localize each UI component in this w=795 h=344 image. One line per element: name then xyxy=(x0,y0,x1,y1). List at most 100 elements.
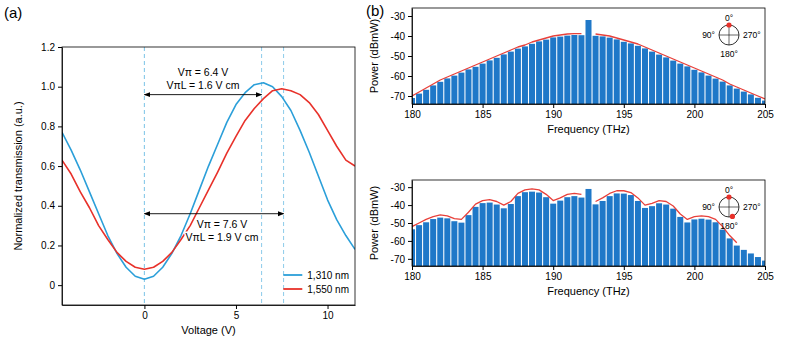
comb-line xyxy=(748,94,754,104)
phase-label: 90° xyxy=(702,30,715,40)
tick-mark xyxy=(408,96,412,97)
comb-line xyxy=(649,206,655,266)
x-axis: 180185190195200205 xyxy=(404,266,774,282)
axis-line xyxy=(62,48,63,306)
comb-line xyxy=(550,37,556,104)
y-axis: -70-60-50-40-30 xyxy=(391,181,413,267)
tick-mark xyxy=(408,16,412,17)
tick-mark xyxy=(408,56,412,57)
tick-label: 190 xyxy=(545,109,562,120)
phase-axis xyxy=(729,207,739,208)
axis-line xyxy=(63,305,356,306)
tick-mark xyxy=(408,76,412,77)
tick-label: -50 xyxy=(391,51,406,62)
series-line xyxy=(412,189,737,243)
comb-line xyxy=(487,203,493,266)
comb-line xyxy=(635,46,641,104)
tick: -60 xyxy=(391,71,412,82)
comb-line xyxy=(473,67,479,104)
plot-area xyxy=(412,189,765,266)
tick-mark xyxy=(236,305,237,309)
phase-point xyxy=(726,194,731,199)
comb-line xyxy=(698,219,704,266)
tick: 205 xyxy=(757,104,774,120)
axis-line xyxy=(413,104,766,105)
comb-line xyxy=(465,215,471,266)
tick: 1.2 xyxy=(41,42,62,53)
comb-line xyxy=(571,196,577,266)
tick: -50 xyxy=(391,218,412,229)
plot-area xyxy=(62,47,355,305)
y-axis-title: Power (dBmW) xyxy=(368,19,380,94)
y-axis: -70-60-50-40-30 xyxy=(391,9,413,105)
comb-line xyxy=(416,94,422,104)
tick: -30 xyxy=(391,11,412,22)
comb-line xyxy=(529,44,535,104)
comb-line xyxy=(494,205,500,266)
panel-label: (b) xyxy=(366,2,384,19)
comb-line xyxy=(416,225,422,266)
phase-axis xyxy=(729,35,730,45)
annotation: Vπ = 6.4 V xyxy=(178,66,229,78)
tick-mark xyxy=(58,206,62,207)
comb-line xyxy=(614,39,620,104)
phase-axis xyxy=(729,35,739,36)
comb-line xyxy=(670,209,676,266)
tick: 0.4 xyxy=(41,200,62,211)
comb-line xyxy=(741,250,747,266)
comb-line xyxy=(600,36,606,104)
tick-mark xyxy=(694,266,695,270)
annotation: Vπ = 7.6 V xyxy=(197,218,248,230)
annotation: VπL = 1.9 V cm xyxy=(185,231,258,243)
tick: 180 xyxy=(404,266,421,282)
tick-label: 180 xyxy=(404,271,421,282)
comb-line xyxy=(642,208,648,266)
comb-line xyxy=(501,208,507,266)
comb-line xyxy=(564,197,570,266)
phase-axis xyxy=(729,207,730,217)
comb-line xyxy=(585,20,591,104)
comb-line xyxy=(656,55,662,104)
comb-line xyxy=(600,201,606,266)
tick: 5 xyxy=(234,305,240,321)
comb-line xyxy=(529,192,535,266)
legend-label: 1,550 nm xyxy=(307,284,349,295)
tick: 0 xyxy=(142,305,148,321)
plot-frame xyxy=(62,47,355,305)
legend-label: 1,310 nm xyxy=(307,270,349,281)
axis-line xyxy=(412,9,413,105)
comb-line xyxy=(614,193,620,266)
tick-mark xyxy=(624,266,625,270)
comb-line xyxy=(656,203,662,266)
tick-label: -60 xyxy=(391,71,406,82)
comb-line xyxy=(564,36,570,104)
phase-circle xyxy=(719,197,739,217)
tick: 10 xyxy=(322,305,334,321)
comb-line xyxy=(727,85,733,104)
comb-line xyxy=(741,92,747,104)
tick: 185 xyxy=(475,104,492,120)
tick-mark xyxy=(765,104,766,108)
phase-inset: 0°90°180°270° xyxy=(702,13,760,59)
comb-line xyxy=(423,90,429,104)
comb-line xyxy=(473,207,479,266)
tick-label: 0.2 xyxy=(41,240,55,251)
phase-label: 180° xyxy=(720,49,738,59)
phase-point xyxy=(730,214,735,219)
tick-label: -30 xyxy=(391,182,406,193)
legend-swatch xyxy=(283,274,302,276)
tick-mark xyxy=(408,205,412,206)
comb-line xyxy=(458,223,464,266)
comb-line xyxy=(444,78,450,104)
tick-mark xyxy=(553,104,554,108)
tick: 195 xyxy=(616,266,633,282)
tick-label: 190 xyxy=(545,271,562,282)
comb-line xyxy=(621,194,627,266)
comb-line xyxy=(536,193,542,266)
comb-line xyxy=(444,218,450,266)
comb-line xyxy=(501,54,507,104)
tick-label: 195 xyxy=(616,271,633,282)
comb-line xyxy=(515,196,521,266)
comb-line xyxy=(720,82,726,104)
x-axis-title: Frequency (THz) xyxy=(547,285,630,297)
